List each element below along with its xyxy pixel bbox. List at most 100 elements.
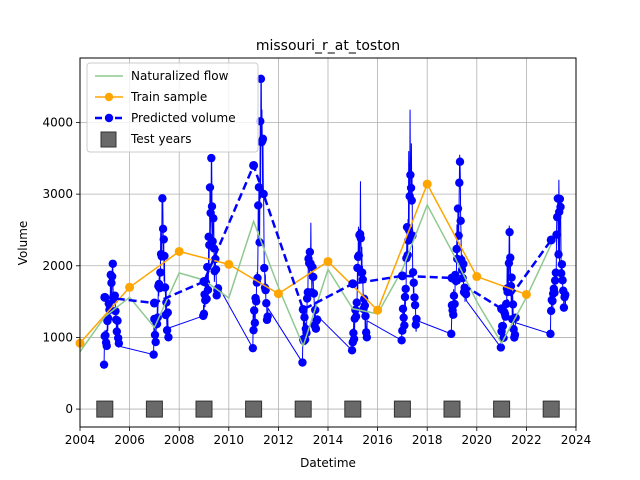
daily-prediction-point (203, 262, 212, 272)
daily-prediction-point (349, 328, 358, 338)
test-year-marker (393, 400, 411, 418)
daily-prediction-point (351, 312, 361, 321)
daily-prediction-point (555, 194, 565, 204)
daily-prediction-point (452, 244, 461, 254)
daily-prediction-point (309, 289, 319, 298)
daily-prediction-point (508, 300, 518, 309)
daily-prediction-point (450, 299, 459, 309)
legend-test-swatch (100, 131, 117, 148)
legend-train-marker (104, 92, 114, 102)
daily-prediction-point (455, 178, 464, 187)
x-tick-label: 2006 (114, 433, 145, 447)
daily-prediction-point (250, 306, 259, 315)
x-tick-label: 2018 (412, 433, 443, 447)
predicted-volume-point (100, 292, 110, 302)
daily-prediction-point (158, 194, 167, 203)
x-tick-label: 2020 (462, 433, 493, 447)
daily-prediction-point (559, 303, 569, 312)
naturalized-flow-line (79, 203, 552, 353)
daily-prediction-point (305, 247, 315, 257)
daily-prediction-point (207, 153, 216, 163)
daily-prediction-point (112, 327, 122, 336)
train-sample-point (422, 179, 432, 189)
daily-prediction-point (554, 250, 563, 259)
daily-prediction-point (550, 276, 560, 285)
daily-prediction-point (207, 202, 217, 211)
daily-prediction-point (400, 292, 410, 302)
daily-prediction-point (205, 183, 215, 192)
daily-prediction-point (208, 237, 217, 246)
daily-prediction-point (151, 337, 160, 347)
x-tick-label: 2014 (313, 433, 344, 447)
daily-prediction-point (349, 334, 359, 344)
daily-prediction-point (501, 312, 510, 321)
plot-area (75, 74, 570, 418)
daily-prediction-point (163, 308, 172, 317)
daily-prediction-point (156, 268, 165, 277)
x-tick-label: 2004 (65, 433, 96, 447)
x-tick-label: 2010 (214, 433, 245, 447)
daily-prediction-point (506, 253, 515, 262)
daily-prediction-point (557, 269, 566, 278)
daily-prediction-point (113, 316, 122, 325)
test-year-marker (542, 400, 560, 418)
daily-prediction-point (211, 265, 221, 274)
daily-prediction-point (256, 74, 266, 84)
legend-naturalized-label: Naturalized flow (131, 69, 229, 83)
daily-prediction-point (449, 310, 458, 319)
daily-prediction-point (359, 294, 369, 304)
legend-predicted-label: Predicted volume (131, 111, 236, 125)
test-year-marker (294, 400, 312, 418)
test-year-marker (344, 400, 362, 418)
daily-prediction-point (550, 288, 559, 297)
daily-prediction-point (410, 293, 419, 302)
daily-prediction-point (160, 251, 169, 261)
x-tick-label: 2012 (263, 433, 294, 447)
daily-prediction-point (203, 285, 213, 295)
daily-prediction-point (510, 330, 520, 339)
daily-prediction-point (410, 300, 420, 310)
daily-prediction-point (496, 343, 506, 352)
daily-prediction-point (507, 273, 516, 282)
daily-prediction-point (260, 263, 269, 273)
daily-prediction-point (408, 268, 418, 277)
daily-prediction-point (455, 157, 465, 166)
daily-prediction-point (401, 284, 410, 294)
x-tick-label: 2008 (164, 433, 195, 447)
train-sample-point (373, 305, 383, 315)
legend: Naturalized flow Train sample Predicted … (86, 62, 259, 153)
daily-prediction-point (449, 291, 459, 300)
daily-prediction-point (160, 283, 170, 292)
chart-title: missouri_r_at_toston (256, 38, 400, 54)
train-sample-point (125, 282, 135, 292)
daily-prediction-point (546, 306, 556, 316)
daily-prediction-point (456, 216, 465, 226)
daily-prediction-point (209, 214, 218, 223)
y-tick-label: 3000 (42, 187, 73, 201)
daily-prediction-point (101, 331, 110, 340)
legend-predicted-marker (104, 113, 114, 123)
daily-prediction-point (557, 260, 567, 269)
daily-prediction-point (114, 339, 124, 348)
test-year-marker (493, 400, 511, 418)
daily-prediction-point (362, 333, 372, 342)
predicted-volume-point (199, 277, 209, 287)
daily-prediction-point (249, 325, 258, 335)
daily-prediction-point (250, 318, 260, 328)
predicted-volume-line (104, 162, 553, 312)
daily-prediction-point (361, 311, 370, 321)
train-sample-point (323, 256, 333, 266)
daily-prediction-point (263, 312, 272, 321)
test-year-marker (245, 400, 263, 418)
y-axis-label: Volume (16, 221, 30, 266)
daily-prediction-point (400, 321, 409, 330)
predicted-volume-point (249, 160, 259, 170)
daily-prediction-point (313, 315, 322, 324)
predicted-volume-point (497, 304, 507, 314)
daily-prediction-point (258, 134, 268, 144)
daily-prediction-point (107, 278, 116, 288)
daily-prediction-point (461, 289, 471, 299)
daily-prediction-point (107, 272, 117, 281)
daily-prediction-point (548, 296, 557, 306)
